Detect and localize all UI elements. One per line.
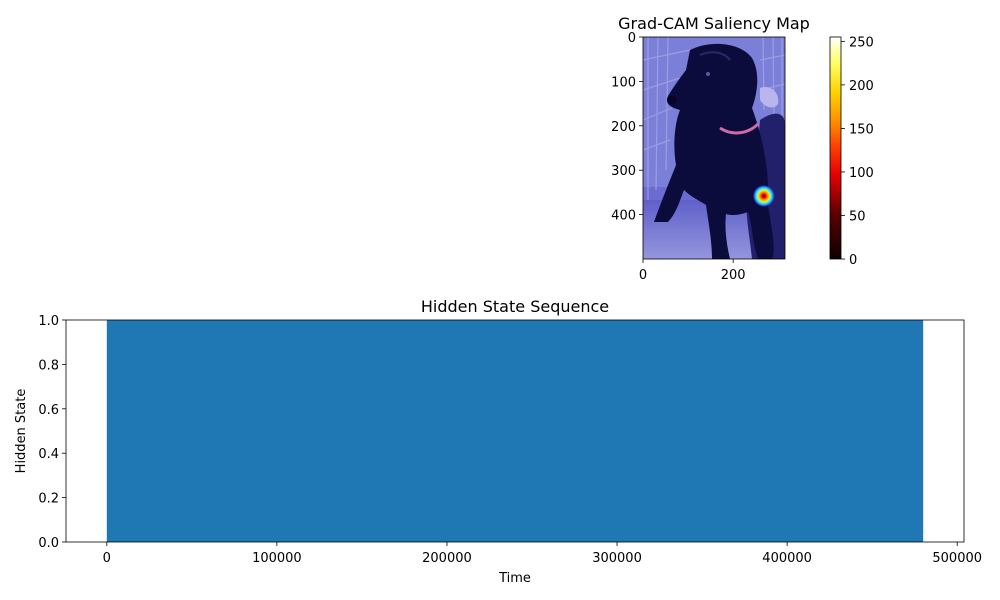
saliency-y-tick-label: 100 [611, 75, 636, 90]
saliency-y-tick-label: 400 [611, 209, 636, 224]
hidden-state-ylabel: Hidden State [14, 389, 29, 474]
saliency-y-axis: 0 100 200 300 400 [611, 31, 643, 224]
colorbar-tick-label: 0 [849, 253, 857, 268]
saliency-y-tick-label: 0 [628, 31, 636, 46]
hidden-state-x-tick-label: 100000 [252, 551, 302, 566]
colorbar-gradient [829, 36, 842, 260]
colorbar-tick-label: 150 [849, 122, 874, 137]
hidden-state-bar [106, 320, 924, 542]
hidden-state-y-tick-label: 1.0 [38, 314, 59, 329]
colorbar-tick-label: 200 [849, 79, 874, 94]
hidden-state-panel: Hidden State Sequence 0 100000 200000 30000… [14, 297, 982, 586]
hidden-state-y-tick-label: 0.4 [38, 447, 59, 462]
colorbar-ticks: 0 50 100 150 200 250 [841, 35, 874, 268]
saliency-y-tick-label: 200 [611, 120, 636, 135]
hidden-state-y-tick-label: 0.2 [38, 492, 59, 507]
hidden-state-x-tick-label: 500000 [932, 551, 982, 566]
hidden-state-y-tick-label: 0.6 [38, 403, 59, 418]
colorbar: 0 50 100 150 200 250 [829, 35, 874, 268]
saliency-frame [642, 36, 786, 260]
hidden-state-x-axis: 0 100000 200000 300000 400000 500000 [103, 542, 982, 566]
hidden-state-xlabel: Time [498, 571, 531, 586]
saliency-x-axis: 0 200 [639, 259, 746, 283]
hidden-state-x-tick-label: 200000 [422, 551, 472, 566]
saliency-y-tick-label: 300 [611, 164, 636, 179]
hidden-state-y-axis: 0.0 0.2 0.4 0.6 0.8 1.0 [38, 314, 66, 551]
saliency-x-tick-label: 0 [639, 268, 647, 283]
hidden-state-x-tick-label: 0 [103, 551, 111, 566]
hidden-state-y-tick-label: 0.0 [38, 536, 59, 551]
colorbar-tick-label: 250 [849, 35, 874, 50]
colorbar-tick-label: 100 [849, 166, 874, 181]
saliency-title: Grad-CAM Saliency Map [618, 14, 810, 33]
saliency-hotspot [752, 185, 775, 207]
hidden-state-y-tick-label: 0.8 [38, 358, 59, 373]
colorbar-tick-label: 50 [849, 209, 866, 224]
hidden-state-frame [65, 319, 965, 543]
saliency-x-tick-label: 200 [721, 268, 746, 283]
hidden-state-title: Hidden State Sequence [421, 297, 609, 316]
saliency-image [643, 37, 785, 259]
hidden-state-bars [106, 320, 924, 542]
hidden-state-x-tick-label: 300000 [592, 551, 642, 566]
hidden-state-x-tick-label: 400000 [762, 551, 812, 566]
